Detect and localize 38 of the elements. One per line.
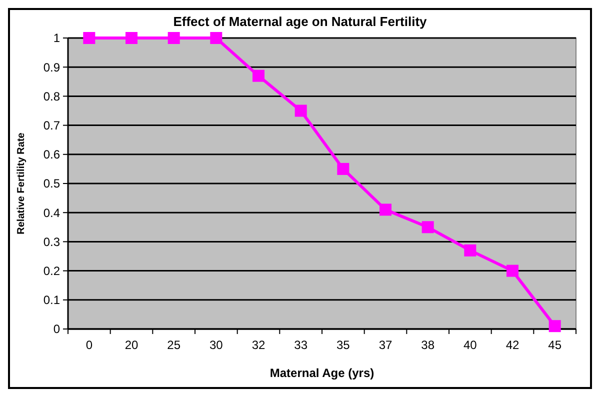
point	[252, 70, 264, 82]
y-tick-label: 0.8	[43, 89, 60, 104]
y-tick-label: 0.6	[43, 148, 60, 162]
x-tick-label: 40	[463, 338, 478, 352]
x-tick-label: 30	[209, 338, 224, 352]
y-axis-title: Relative Fertility Rate	[16, 132, 27, 234]
y-tick-label: 1	[53, 31, 60, 46]
x-tick-label: 20	[124, 338, 138, 352]
x-tick-label: 32	[252, 338, 266, 352]
point	[83, 32, 96, 44]
chart-title: Effect of Maternal age on Natural Fertility	[173, 14, 428, 29]
point	[210, 32, 222, 44]
y-tick-label: 0.9	[43, 60, 60, 74]
y-tick-label: 0	[53, 322, 60, 336]
y-tick-label: 0.2	[43, 264, 60, 278]
x-tick-label: 33	[294, 338, 308, 352]
point	[294, 104, 307, 117]
y-tick-label: 0.7	[43, 118, 60, 132]
point	[126, 32, 138, 44]
y-tick-label: 0.3	[43, 234, 60, 249]
y-tick-label: 0.1	[43, 293, 60, 308]
point	[548, 320, 561, 332]
x-tick-label: 37	[378, 338, 392, 352]
x-axis-title: Maternal Age (yrs)	[270, 366, 374, 380]
x-tick-label: 25	[167, 338, 181, 352]
point	[337, 162, 350, 175]
point	[380, 204, 392, 216]
x-tick-label: 45	[548, 338, 562, 352]
x-tick-label: 0	[86, 338, 93, 352]
point	[506, 264, 518, 277]
x-tick-label: 38	[421, 338, 435, 352]
point	[422, 221, 434, 234]
point	[168, 32, 180, 44]
x-tick-label: 42	[506, 338, 520, 352]
y-tick-label: 0.4	[43, 206, 60, 220]
x-tick-label: 35	[336, 338, 350, 352]
y-tick-label: 0.5	[43, 176, 60, 191]
point	[464, 244, 476, 256]
